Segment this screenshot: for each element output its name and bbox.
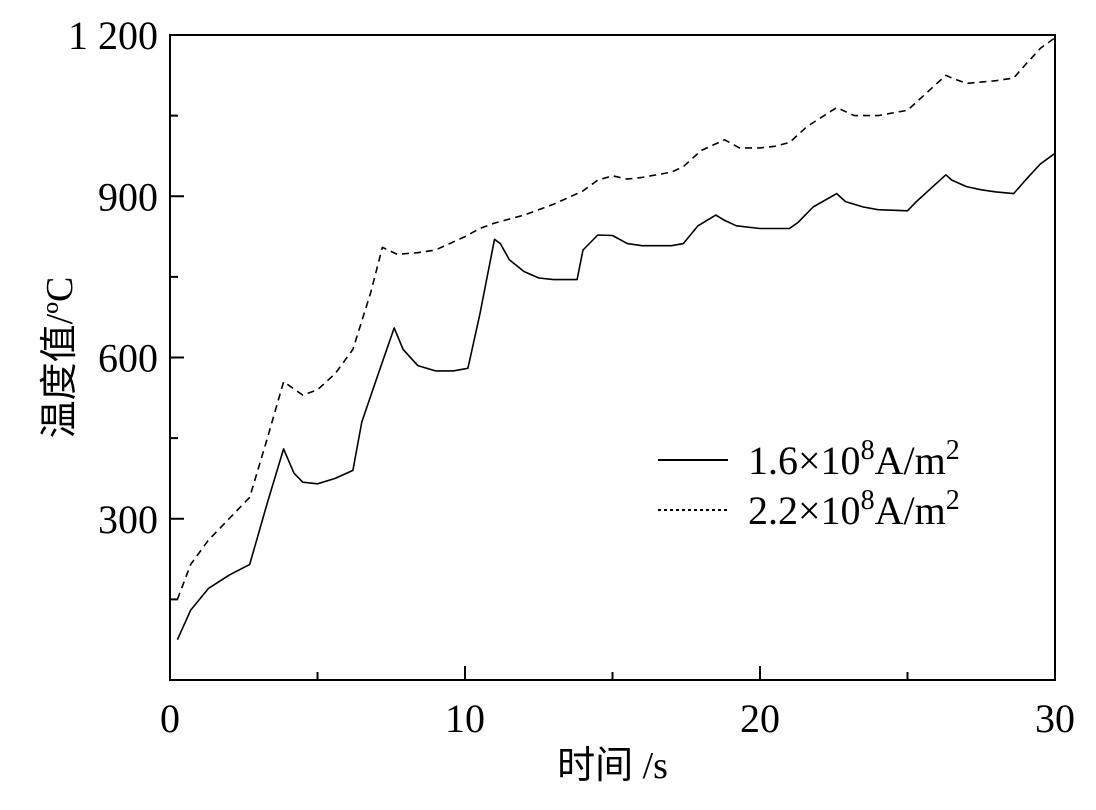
x-tick-label: 30 bbox=[1035, 696, 1075, 741]
axis-layer: 0 10 20 30 300 600 900 1 200 时间 /s 温度值/ºC bbox=[39, 13, 1075, 787]
y-tick-label: 900 bbox=[98, 174, 158, 219]
series-line-2 bbox=[176, 37, 1056, 600]
y-tick-label: 300 bbox=[98, 497, 158, 542]
legend: 1.6×108A/m22.2×108A/m2 bbox=[658, 435, 960, 533]
y-tick-label: 1 200 bbox=[68, 13, 158, 58]
x-axis-title: 时间 /s bbox=[557, 745, 668, 787]
legend-label-1: 1.6×108A/m2 bbox=[748, 435, 960, 483]
x-tick-label: 10 bbox=[445, 696, 485, 741]
y-tick-label: 600 bbox=[98, 336, 158, 381]
y-axis-title: 温度值/ºC bbox=[39, 277, 81, 439]
x-tick-label: 20 bbox=[740, 696, 780, 741]
x-tick-label: 0 bbox=[160, 696, 180, 741]
series-layer bbox=[176, 37, 1056, 641]
plot-area bbox=[169, 34, 1056, 681]
plot-frame bbox=[169, 34, 1056, 681]
legend-label-2: 2.2×108A/m2 bbox=[748, 485, 960, 533]
series-line-1 bbox=[176, 152, 1056, 641]
